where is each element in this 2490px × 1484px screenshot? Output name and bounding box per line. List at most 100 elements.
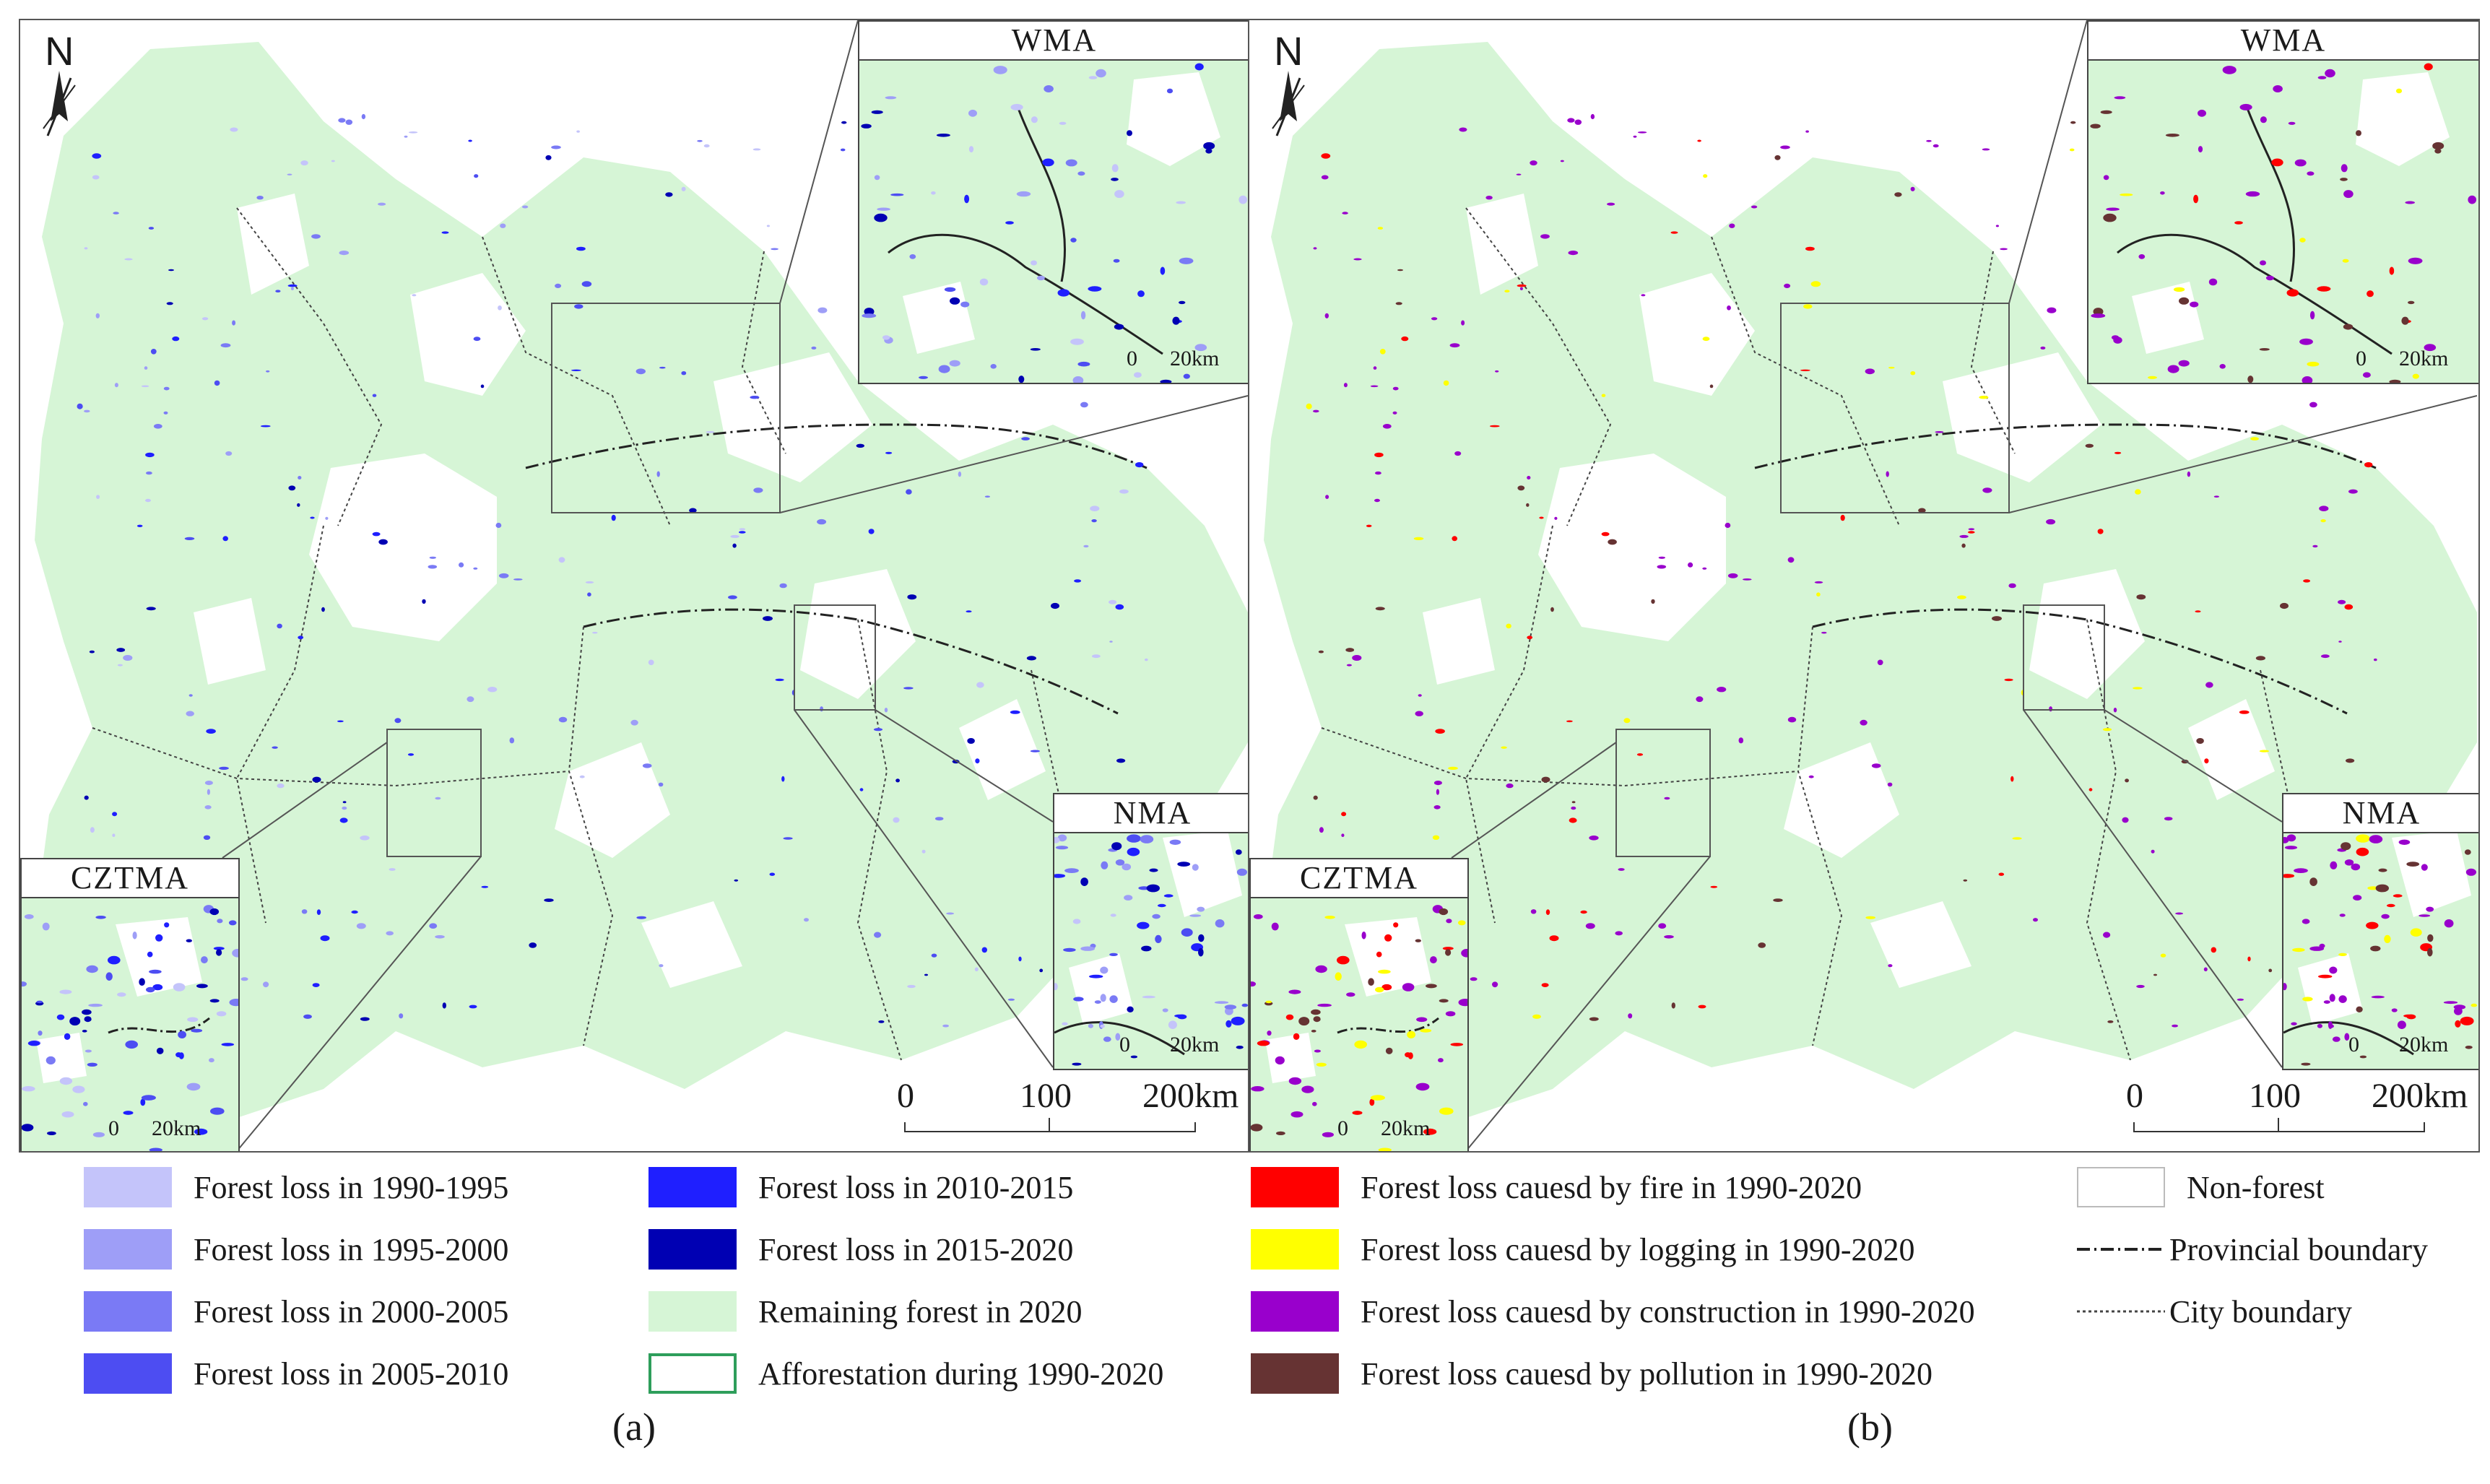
compass-icon [43, 71, 76, 136]
loss-patch [2338, 953, 2347, 956]
loss-patch [117, 664, 123, 667]
loss-patch [1784, 283, 1791, 288]
loss-patch [630, 719, 638, 726]
loss-patch [188, 694, 193, 697]
loss-patch [378, 539, 388, 545]
loss-patch [141, 1095, 156, 1101]
loss-patch [1094, 1000, 1101, 1004]
loss-patch [1416, 1017, 1428, 1023]
loss-patch [1083, 544, 1089, 548]
loss-patch [146, 986, 155, 993]
loss-patch [1375, 986, 1384, 993]
loss-patch [1140, 835, 1154, 843]
loss-patch [2393, 894, 2403, 898]
loss-patch [1702, 337, 1710, 342]
loss-patch [611, 514, 616, 521]
loss-patch [1065, 159, 1077, 167]
loss-patch [1375, 607, 1385, 611]
loss-patch [1288, 989, 1301, 994]
loss-patch [310, 516, 315, 519]
loss-patch [2317, 76, 2327, 79]
loss-patch [1031, 116, 1038, 123]
loss-patch [1214, 1001, 1229, 1004]
legend-remaining-forest: Remaining forest in 2020 [648, 1290, 1083, 1333]
loss-patch [636, 916, 646, 919]
loss-patch [1590, 113, 1595, 120]
loss-patch [659, 366, 666, 369]
loss-patch [2260, 116, 2267, 123]
legend-swatch [1251, 1167, 1339, 1207]
loss-patch [1413, 537, 1424, 541]
legend-logging: Forest loss cauesd by logging in 1990-20… [1251, 1228, 1915, 1271]
loss-patch [2198, 146, 2203, 153]
inset-nma-map [1054, 794, 1249, 1069]
loss-patch [2381, 914, 2390, 919]
loss-patch [1370, 385, 1379, 388]
loss-patch [277, 783, 285, 789]
loss-patch [1368, 978, 1374, 986]
loss-patch [1168, 1020, 1177, 1029]
loss-patch [2408, 257, 2423, 264]
loss-patch [2000, 248, 2008, 251]
loss-patch [2046, 518, 2056, 525]
legend-loss-2015-2020: Forest loss in 2015-2020 [648, 1228, 1073, 1271]
loss-patch [2283, 874, 2295, 878]
loss-patch [339, 817, 348, 823]
scale-bar: 0 100 200km [2119, 1076, 2468, 1141]
loss-patch [1651, 599, 1655, 604]
loss-patch [1080, 311, 1086, 320]
loss-patch [2362, 372, 2371, 378]
loss-patch [1637, 131, 1647, 134]
loss-patch [1342, 212, 1348, 214]
loss-patch [2338, 995, 2347, 1003]
loss-patch [1257, 1041, 1270, 1046]
loss-patch [2286, 289, 2299, 297]
inset-cztma-loss [1251, 905, 1467, 1151]
loss-patch [1821, 631, 1827, 634]
loss-patch [209, 908, 220, 916]
loss-patch [1203, 142, 1215, 150]
loss-patch [96, 495, 100, 499]
loss-patch [907, 984, 916, 989]
loss-patch [2343, 190, 2354, 199]
loss-patch [874, 175, 880, 181]
loss-patch [38, 1030, 43, 1036]
loss-patch [1072, 376, 1084, 383]
loss-patch [2004, 678, 2013, 682]
loss-patch [840, 148, 846, 152]
loss-patch [1142, 995, 1155, 999]
loss-patch [1433, 781, 1442, 786]
loss-patch [648, 659, 654, 666]
loss-patch [781, 776, 785, 782]
loss-patch [820, 706, 823, 712]
loss-patch [108, 955, 121, 965]
loss-patch [2173, 287, 2185, 292]
loss-patch [1758, 942, 1766, 948]
loss-patch [459, 562, 464, 568]
loss-patch [1224, 1004, 1237, 1010]
loss-patch [1982, 148, 1990, 151]
loss-patch [775, 678, 784, 682]
loss-patch [1130, 1055, 1138, 1059]
loss-patch [2069, 148, 2075, 152]
north-arrow: N [1259, 27, 1317, 143]
loss-patch [1457, 920, 1466, 926]
loss-patch [203, 835, 211, 840]
loss-patch [298, 635, 304, 640]
zoom-boxes [222, 20, 1249, 1151]
loss-patch [1127, 847, 1140, 856]
scale-tick [1049, 1118, 1050, 1132]
loss-patch [95, 916, 106, 919]
loss-patch [2378, 868, 2387, 872]
loss-patch [1439, 908, 1449, 916]
inset-wma: WMA 0 20km [2087, 20, 2478, 384]
inset-nma-title: NMA [1054, 794, 1249, 833]
loss-patch [658, 782, 664, 787]
loss-patch [1381, 984, 1392, 991]
loss-patch [1177, 862, 1191, 867]
loss-patch [82, 1009, 92, 1015]
loss-patch [1313, 795, 1318, 800]
loss-patch [769, 872, 776, 876]
loss-patch [2260, 260, 2266, 266]
loss-patch [1688, 562, 1693, 568]
